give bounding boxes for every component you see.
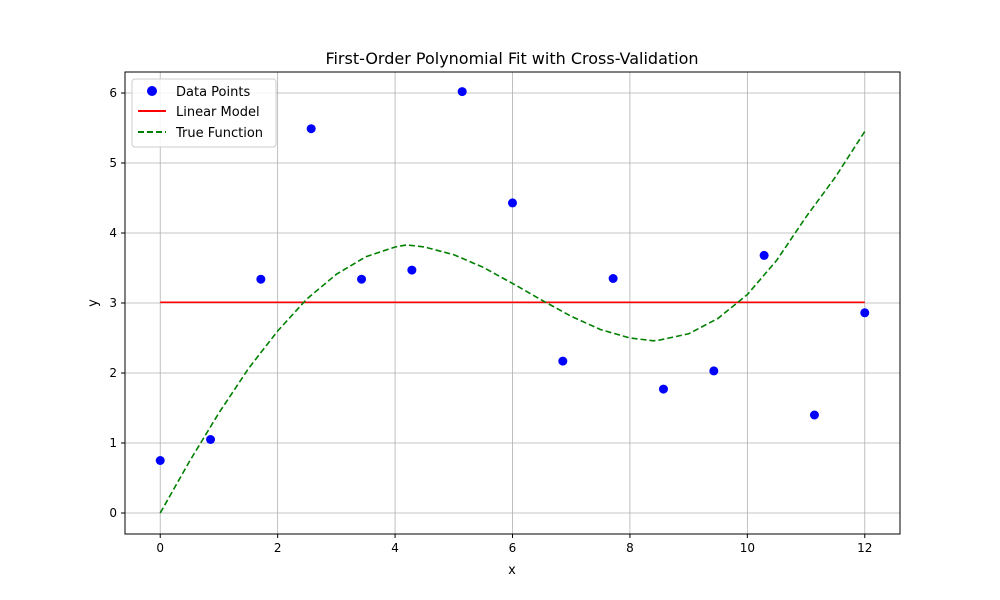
y-tick-label: 6	[109, 86, 117, 100]
data-point	[608, 274, 618, 283]
y-axis-label: y	[86, 299, 101, 307]
series-lines	[159, 131, 866, 514]
data-point	[658, 384, 668, 394]
data-point	[508, 198, 517, 208]
y-tick-label: 2	[109, 366, 117, 380]
data-point	[407, 265, 417, 275]
x-tick-label: 2	[274, 541, 282, 555]
data-point	[709, 366, 719, 376]
series-line-true-function	[159, 131, 866, 514]
legend: Data Points Linear Model True Function	[131, 78, 277, 148]
x-tick-label: 8	[626, 541, 634, 555]
legend-label-linear-model: Linear Model	[176, 105, 260, 120]
data-point	[558, 356, 568, 366]
legend-marker-data-points	[147, 86, 157, 96]
y-tick-label: 5	[109, 156, 117, 170]
x-tick-label: 0	[156, 541, 164, 555]
legend-label-true-function: True Function	[175, 126, 263, 141]
data-point	[155, 456, 165, 465]
data-point	[206, 435, 216, 444]
series-points	[155, 87, 870, 465]
x-tick-label: 12	[857, 541, 872, 555]
data-point	[306, 124, 316, 134]
data-point	[860, 308, 870, 318]
y-tick-label: 0	[109, 506, 117, 520]
data-point	[457, 87, 467, 97]
data-point	[809, 410, 819, 420]
legend-box	[131, 78, 277, 148]
y-tick-label: 3	[109, 296, 117, 310]
x-tick-label: 4	[391, 541, 399, 555]
x-tick-label: 10	[740, 541, 755, 555]
data-point	[759, 250, 769, 260]
chart-title: First-Order Polynomial Fit with Cross-Va…	[325, 49, 698, 68]
x-axis-label: x	[508, 563, 516, 578]
data-point	[256, 274, 266, 284]
y-tick-label: 4	[109, 226, 117, 240]
data-point	[357, 274, 367, 284]
x-tick-label: 6	[509, 541, 517, 555]
legend-label-data-points: Data Points	[176, 85, 250, 100]
y-tick-label: 1	[109, 436, 117, 450]
